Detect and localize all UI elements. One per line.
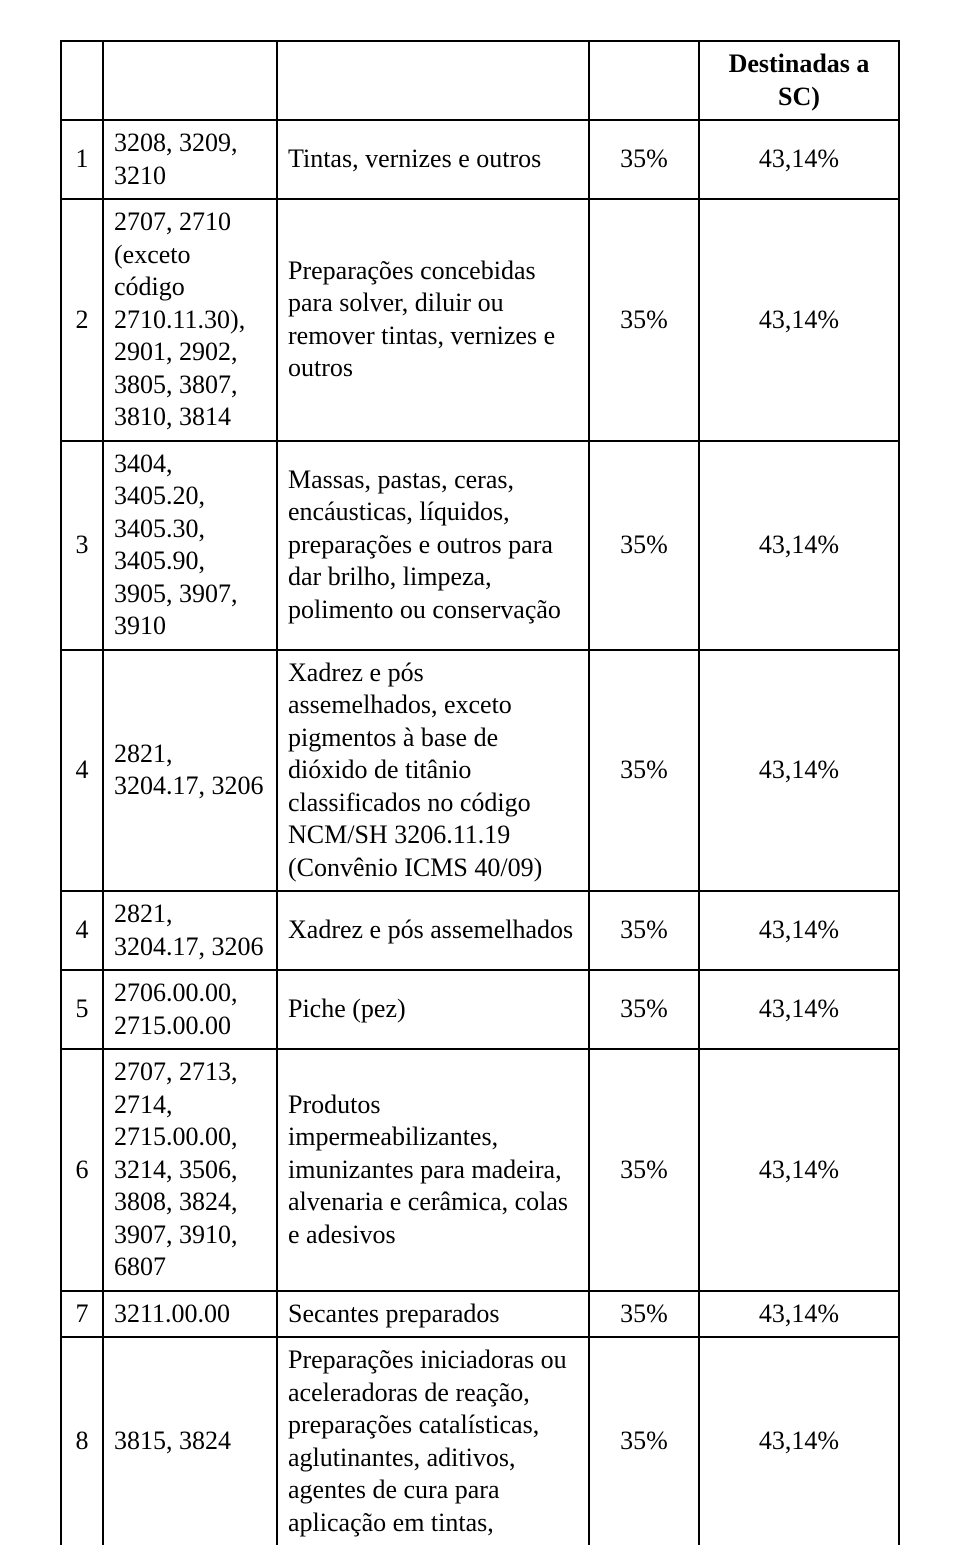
row-index: 3 <box>61 441 103 650</box>
row-pct1: 35% <box>589 891 699 970</box>
row-pct1: 35% <box>589 1291 699 1338</box>
header-desc <box>277 41 589 120</box>
header-row: Destinadas a SC) <box>61 41 899 120</box>
table-row: 62707, 2713, 2714, 2715.00.00, 3214, 350… <box>61 1049 899 1291</box>
row-code: 3815, 3824 <box>103 1337 277 1545</box>
header-index <box>61 41 103 120</box>
table-row: 52706.00.00, 2715.00.00Piche (pez)35%43,… <box>61 970 899 1049</box>
row-index: 4 <box>61 891 103 970</box>
row-pct2: 43,14% <box>699 1291 899 1338</box>
row-pct2: 43,14% <box>699 199 899 441</box>
row-pct2: 43,14% <box>699 650 899 892</box>
row-code: 2821, 3204.17, 3206 <box>103 891 277 970</box>
row-desc: Produtos impermeabilizantes, imunizantes… <box>277 1049 589 1291</box>
row-desc: Preparações concebidas para solver, dilu… <box>277 199 589 441</box>
data-table: Destinadas a SC) 13208, 3209, 3210Tintas… <box>60 40 900 1545</box>
row-pct1: 35% <box>589 970 699 1049</box>
row-pct2: 43,14% <box>699 441 899 650</box>
row-code: 3404, 3405.20, 3405.30, 3405.90, 3905, 3… <box>103 441 277 650</box>
row-pct1: 35% <box>589 1337 699 1545</box>
row-code: 2707, 2713, 2714, 2715.00.00, 3214, 3506… <box>103 1049 277 1291</box>
row-index: 2 <box>61 199 103 441</box>
row-code: 3211.00.00 <box>103 1291 277 1338</box>
row-index: 1 <box>61 120 103 199</box>
row-pct2: 43,14% <box>699 1337 899 1545</box>
row-pct1: 35% <box>589 199 699 441</box>
row-desc: Piche (pez) <box>277 970 589 1049</box>
table-row: 42821, 3204.17, 3206Xadrez e pós assemel… <box>61 650 899 892</box>
header-dest-sc: Destinadas a SC) <box>699 41 899 120</box>
table-row: 22707, 2710 (exceto código 2710.11.30), … <box>61 199 899 441</box>
row-pct2: 43,14% <box>699 891 899 970</box>
table-row: 13208, 3209, 3210Tintas, vernizes e outr… <box>61 120 899 199</box>
table-row: 42821, 3204.17, 3206Xadrez e pós assemel… <box>61 891 899 970</box>
row-index: 5 <box>61 970 103 1049</box>
row-pct2: 43,14% <box>699 970 899 1049</box>
table-row: 33404, 3405.20, 3405.30, 3405.90, 3905, … <box>61 441 899 650</box>
row-desc: Xadrez e pós assemelhados, exceto pigmen… <box>277 650 589 892</box>
row-desc: Preparações iniciadoras ou aceleradoras … <box>277 1337 589 1545</box>
row-code: 3208, 3209, 3210 <box>103 120 277 199</box>
row-pct1: 35% <box>589 650 699 892</box>
row-pct2: 43,14% <box>699 120 899 199</box>
row-code: 2706.00.00, 2715.00.00 <box>103 970 277 1049</box>
table-row: 73211.00.00Secantes preparados35%43,14% <box>61 1291 899 1338</box>
row-pct1: 35% <box>589 441 699 650</box>
row-desc: Massas, pastas, ceras, encáusticas, líqu… <box>277 441 589 650</box>
row-code: 2821, 3204.17, 3206 <box>103 650 277 892</box>
row-index: 6 <box>61 1049 103 1291</box>
row-desc: Secantes preparados <box>277 1291 589 1338</box>
row-index: 4 <box>61 650 103 892</box>
row-desc: Xadrez e pós assemelhados <box>277 891 589 970</box>
row-index: 7 <box>61 1291 103 1338</box>
row-index: 8 <box>61 1337 103 1545</box>
table-row: 83815, 3824Preparações iniciadoras ou ac… <box>61 1337 899 1545</box>
header-pct <box>589 41 699 120</box>
row-pct1: 35% <box>589 1049 699 1291</box>
page: Destinadas a SC) 13208, 3209, 3210Tintas… <box>0 0 960 1545</box>
header-code <box>103 41 277 120</box>
row-pct1: 35% <box>589 120 699 199</box>
row-code: 2707, 2710 (exceto código 2710.11.30), 2… <box>103 199 277 441</box>
row-pct2: 43,14% <box>699 1049 899 1291</box>
row-desc: Tintas, vernizes e outros <box>277 120 589 199</box>
